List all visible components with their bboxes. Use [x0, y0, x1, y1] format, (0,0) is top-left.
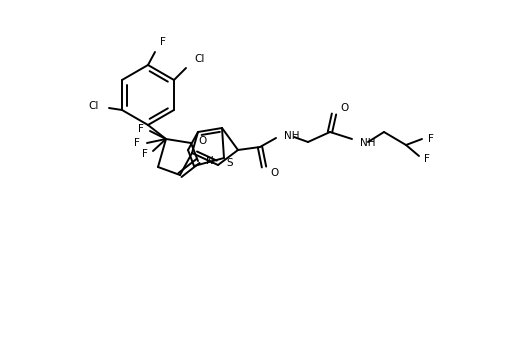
Text: NH: NH — [284, 131, 300, 141]
Text: N: N — [206, 156, 214, 166]
Text: O: O — [198, 136, 206, 146]
Text: F: F — [138, 124, 144, 134]
Text: S: S — [226, 158, 233, 168]
Text: F: F — [160, 37, 166, 47]
Text: Cl: Cl — [194, 54, 204, 64]
Text: NH: NH — [360, 138, 375, 148]
Text: Cl: Cl — [88, 101, 99, 111]
Text: F: F — [424, 154, 430, 164]
Text: O: O — [270, 168, 278, 178]
Text: F: F — [134, 138, 140, 148]
Text: F: F — [142, 149, 148, 159]
Text: O: O — [340, 103, 348, 113]
Text: F: F — [428, 134, 434, 144]
